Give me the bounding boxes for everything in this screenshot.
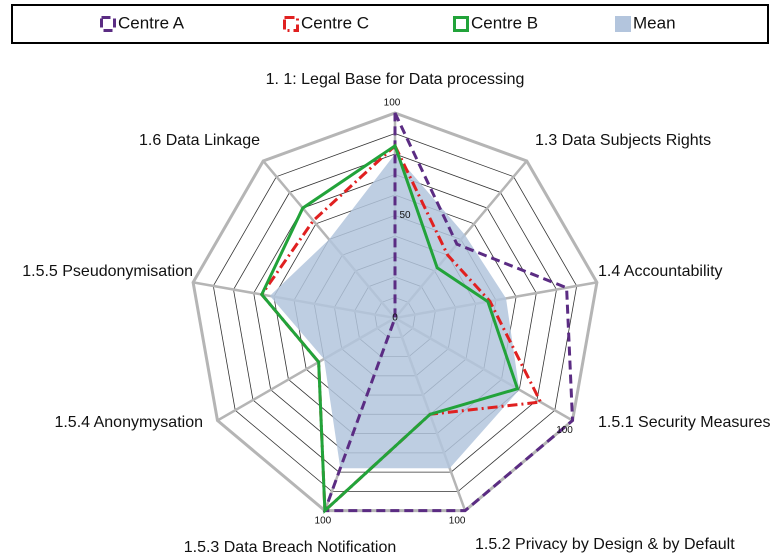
legend-label: Centre B — [471, 13, 538, 32]
grid-ring — [212, 133, 578, 492]
r-tick-label: 50 — [399, 210, 411, 221]
legend-swatch — [100, 16, 116, 32]
value-label: 100 — [315, 515, 332, 526]
legend-swatch — [453, 16, 469, 32]
category-label: 1.4 Accountability — [598, 263, 723, 280]
category-label: 1. 1: Legal Base for Data processing — [266, 71, 525, 88]
category-label: 1.3 Data Subjects Rights — [535, 132, 711, 149]
legend-label: Mean — [633, 13, 676, 32]
category-label: 1.5.5 Pseudonymisation — [22, 263, 193, 280]
category-label: 1.5.2 Privacy by Design & by Default — [475, 536, 735, 553]
grid-ring — [233, 153, 557, 473]
legend-box — [11, 4, 769, 44]
series-line — [259, 143, 520, 514]
legend-label: Centre A — [118, 13, 185, 32]
category-label: 1.6 Data Linkage — [139, 132, 260, 149]
r-tick-label: 0 — [392, 313, 398, 324]
series-line — [322, 112, 575, 513]
legend-swatch — [615, 16, 631, 32]
category-label: 1.5.3 Data Breach Notification — [184, 539, 397, 556]
legend: Centre A Centre C Centre B Mean — [100, 13, 676, 32]
value-label: 100 — [556, 425, 573, 436]
value-label: 100 — [384, 98, 401, 109]
legend-label: Centre C — [301, 13, 369, 32]
category-label: 1.5.1 Security Measures — [598, 414, 771, 431]
value-label: 100 — [449, 515, 466, 526]
category-label: 1.5.4 Anonymysation — [54, 414, 203, 431]
legend-swatch — [283, 16, 299, 32]
plot: 100 100 100 100 0 50 1. 1: Legal Base for Data… — [22, 71, 770, 556]
